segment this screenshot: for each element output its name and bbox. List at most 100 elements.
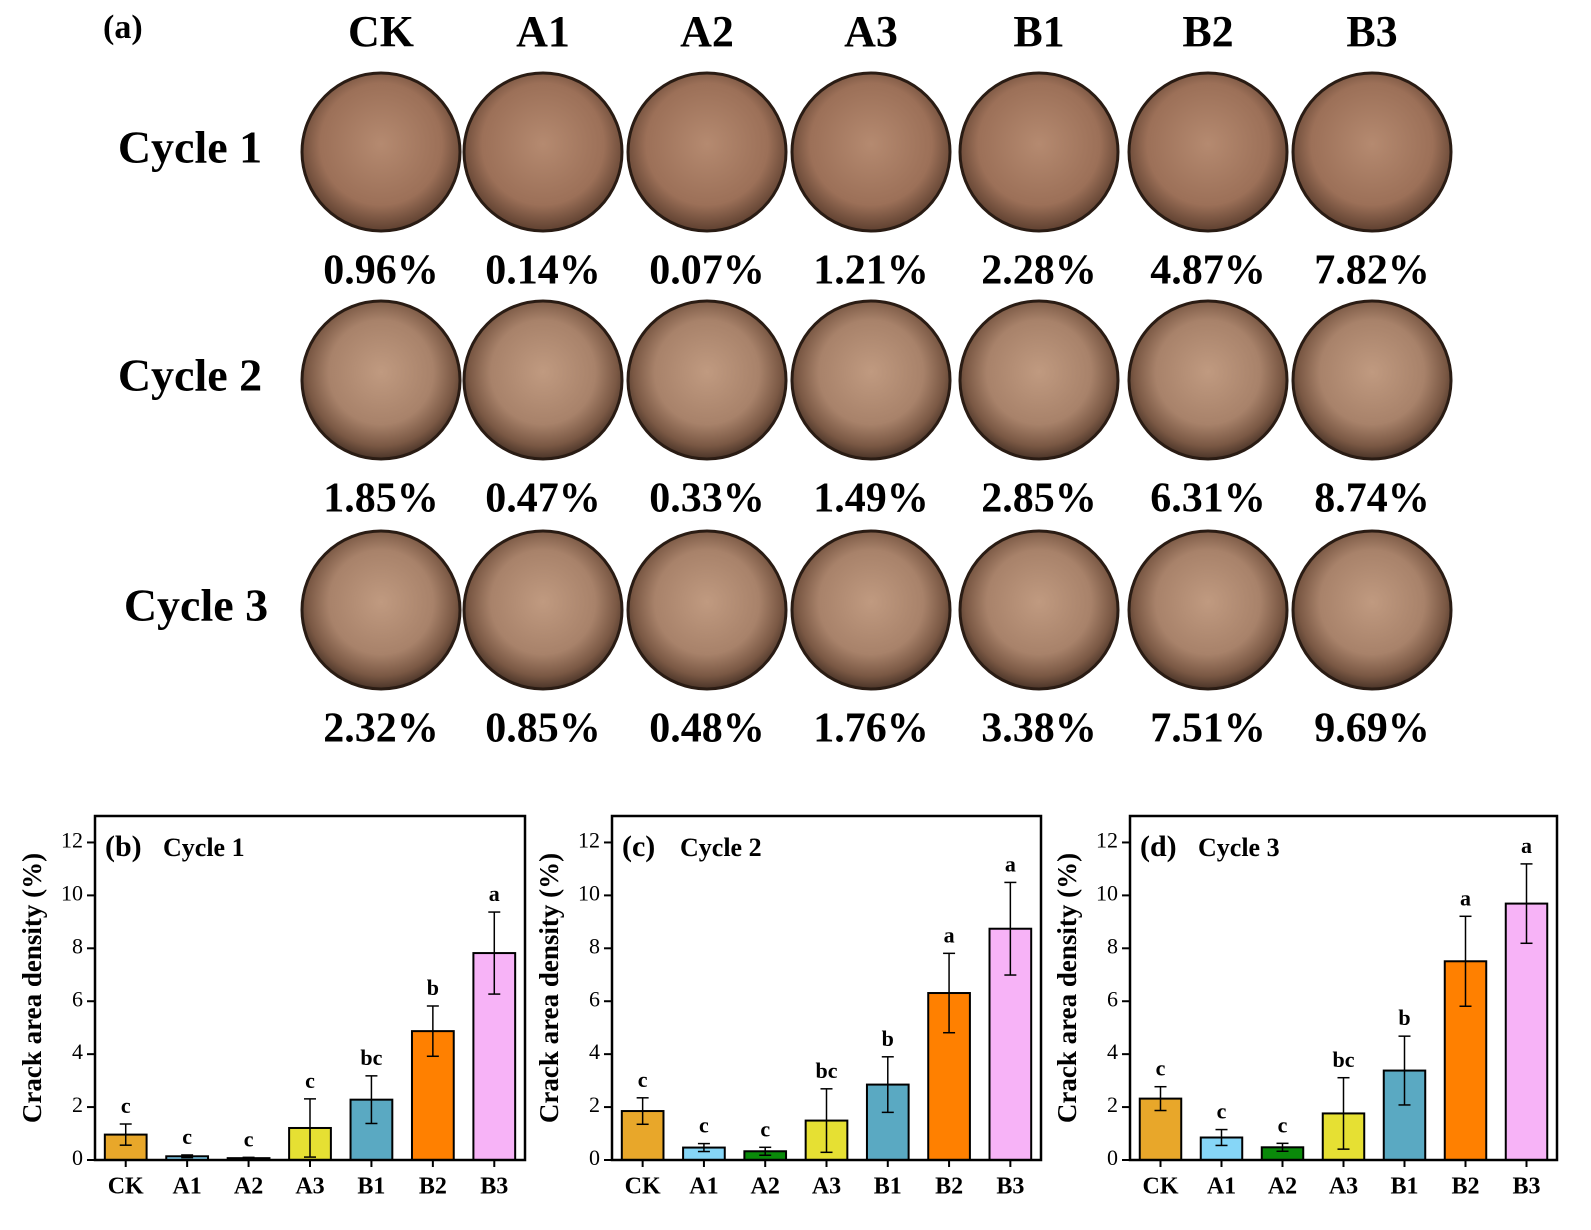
y-tick-label: 10: [578, 880, 600, 905]
x-tick-label: B2: [419, 1174, 447, 1200]
error-bar: [1520, 863, 1533, 945]
error-bar: [759, 1146, 772, 1156]
plot-frame: [610, 814, 1043, 1162]
sample-photo: [300, 529, 462, 691]
significance-letter: a: [1005, 851, 1016, 876]
significance-letter: c: [1156, 1056, 1166, 1081]
percent-label: 0.33%: [649, 476, 765, 522]
sample-photo: [958, 299, 1120, 461]
x-tick-label: B3: [480, 1174, 508, 1200]
percent-label: 0.47%: [485, 476, 601, 522]
significance-letter: b: [427, 975, 439, 1000]
y-tick-label: 12: [1096, 828, 1118, 853]
significance-letter: bc: [816, 1058, 838, 1083]
significance-letter: a: [1521, 833, 1532, 858]
percent-label: 8.74%: [1314, 476, 1430, 522]
significance-letter: c: [244, 1126, 254, 1151]
percent-label: 3.38%: [981, 706, 1097, 752]
chart-title: Cycle 3: [1198, 833, 1280, 862]
column-header: A2: [680, 7, 734, 56]
error-bar: [881, 1056, 894, 1114]
significance-letter: c: [182, 1124, 192, 1149]
y-tick-label: 2: [589, 1092, 600, 1117]
x-tick-label: B3: [1512, 1174, 1540, 1200]
error-bar: [426, 1005, 439, 1058]
error-bar: [1276, 1142, 1289, 1153]
y-tick-label: 2: [72, 1092, 83, 1117]
sample-photo: [958, 71, 1120, 233]
plot-frame: [93, 814, 527, 1162]
sample-photo: [1127, 71, 1289, 233]
photo-grid: (a) CK A1 A2 A3 B1 B2 B3 Cycle 1 0.96% 0.14% 0.07% 1…: [103, 7, 1453, 752]
chart-title: Cycle 2: [680, 833, 762, 862]
sample-photo: [790, 299, 952, 461]
error-bar: [1004, 881, 1017, 976]
x-tick-label: B3: [996, 1174, 1024, 1200]
x-tick-label: A3: [812, 1174, 841, 1200]
x-tick-label: B1: [357, 1174, 385, 1200]
sample-photo: [462, 529, 624, 691]
error-bar: [1459, 915, 1472, 1008]
error-bar: [1337, 1076, 1350, 1150]
percent-label: 0.96%: [323, 248, 439, 294]
y-tick-label: 6: [72, 986, 83, 1011]
x-tick-label: A2: [1268, 1174, 1297, 1200]
percent-label: 2.85%: [981, 476, 1097, 522]
significance-letter: b: [882, 1026, 894, 1051]
sample-photo: [1291, 529, 1453, 691]
error-bar: [697, 1142, 710, 1153]
y-tick-label: 4: [72, 1039, 83, 1064]
x-tick-label: B1: [1390, 1174, 1418, 1200]
significance-letter: c: [1217, 1099, 1227, 1124]
y-tick-label: 4: [1107, 1039, 1118, 1064]
panel-label: (d): [1140, 830, 1177, 863]
significance-letter: bc: [1333, 1047, 1355, 1072]
sample-photo: [1291, 299, 1453, 461]
x-tick-label: A1: [172, 1174, 201, 1200]
column-header: CK: [348, 7, 414, 56]
sample-photo: [1291, 71, 1453, 233]
y-tick-label: 8: [72, 933, 83, 958]
significance-letter: bc: [360, 1045, 382, 1070]
panel-label: (c): [622, 830, 655, 863]
panel-label: (b): [105, 830, 142, 863]
row-label: Cycle 1: [118, 122, 262, 173]
percent-label: 2.32%: [323, 706, 439, 752]
significance-letter: c: [699, 1113, 709, 1138]
x-tick-label: A1: [689, 1174, 718, 1200]
charts: Crack area density (%) 0 2 4 6 8 10 12 c CK c A1 c A2…: [17, 814, 1559, 1200]
y-tick-label: 4: [589, 1039, 600, 1064]
error-bar: [365, 1075, 378, 1125]
row-label: Cycle 3: [124, 580, 268, 631]
y-tick-label: 0: [1107, 1145, 1118, 1170]
error-bar: [820, 1088, 833, 1154]
row-label: Cycle 2: [118, 350, 262, 401]
column-header: A3: [844, 7, 898, 56]
panel-label: (a): [103, 9, 143, 46]
percent-label: 4.87%: [1150, 248, 1266, 294]
y-tick-label: 10: [1096, 880, 1118, 905]
sample-photo: [958, 529, 1120, 691]
significance-letter: a: [944, 922, 955, 947]
significance-letter: a: [1460, 885, 1471, 910]
column-header: A1: [516, 7, 570, 56]
error-bar: [636, 1097, 649, 1126]
y-axis-label: Crack area density (%): [1052, 853, 1082, 1123]
column-header: B3: [1346, 7, 1397, 56]
y-tick-label: 2: [1107, 1092, 1118, 1117]
sample-photo: [300, 71, 462, 233]
y-tick-label: 10: [61, 880, 83, 905]
sample-photo: [462, 71, 624, 233]
x-tick-label: CK: [625, 1174, 661, 1200]
percent-label: 1.49%: [813, 476, 929, 522]
percent-label: 2.28%: [981, 248, 1097, 294]
significance-letter: c: [638, 1067, 648, 1092]
x-tick-label: B1: [874, 1174, 902, 1200]
error-bar: [1215, 1128, 1228, 1147]
y-tick-label: 8: [589, 933, 600, 958]
x-tick-label: A2: [751, 1174, 780, 1200]
percent-label: 1.85%: [323, 476, 439, 522]
sample-photo: [626, 529, 788, 691]
y-tick-label: 12: [578, 828, 600, 853]
